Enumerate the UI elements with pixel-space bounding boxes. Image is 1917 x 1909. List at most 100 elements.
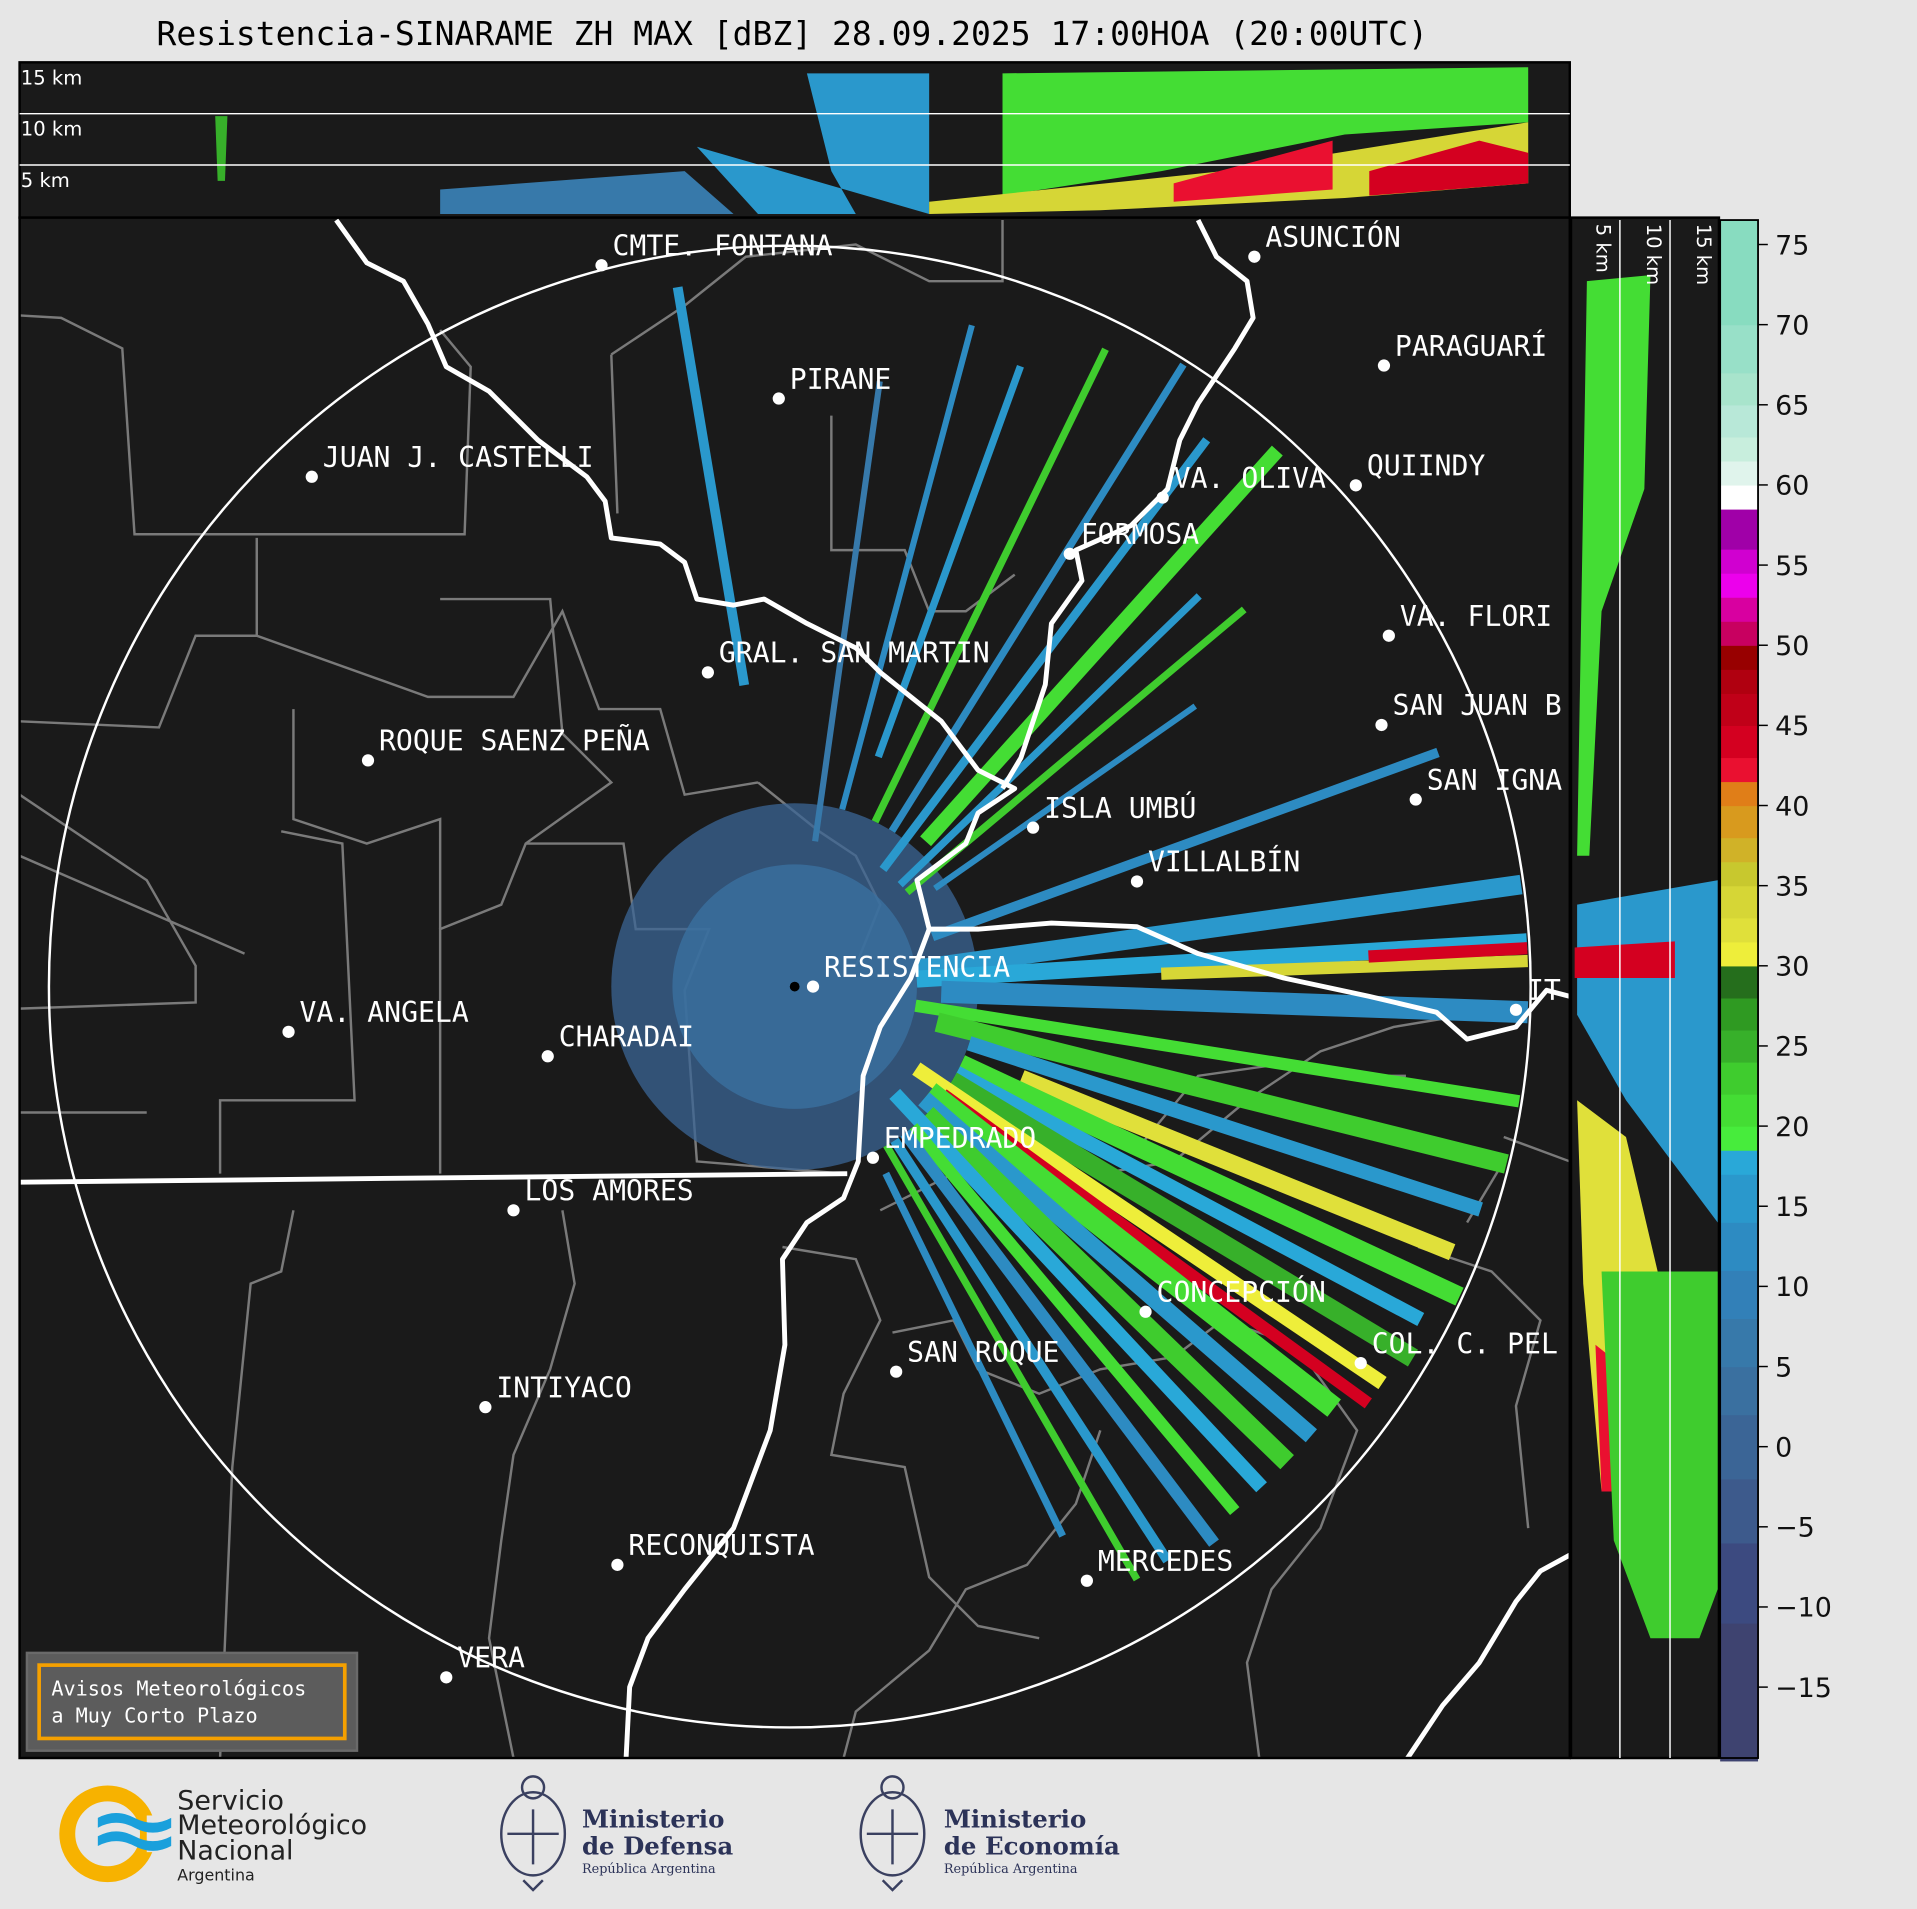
- city-label: RESISTENCIA: [824, 951, 1010, 984]
- top-echo-region: [1173, 140, 1333, 202]
- city-label: ROQUE SAENZ PEÑA: [379, 724, 650, 758]
- city-marker: ROQUE SAENZ PEÑA: [361, 724, 650, 767]
- defensa-line-1: Ministerio: [582, 1805, 724, 1834]
- top-echo-region: [440, 171, 734, 214]
- echo-ray: [1368, 942, 1528, 963]
- city-label: IT: [1527, 974, 1561, 1007]
- city-dot: [890, 1365, 903, 1378]
- side-echo-region: [1574, 941, 1675, 979]
- radar-site-marker: [789, 981, 800, 992]
- colorbar-tick-label: −15: [1775, 1673, 1832, 1704]
- colorbar-band: [1720, 1478, 1759, 1544]
- city-label: QUIINDY: [1367, 450, 1486, 483]
- border-line: [438, 597, 614, 1174]
- city-marker: SAN JUAN B: [1375, 689, 1562, 732]
- river-line: [1000, 218, 1256, 790]
- border-line: [19, 830, 356, 1174]
- colorbar-band: [1720, 805, 1759, 839]
- colorbar-band: [1720, 324, 1759, 374]
- smn-line-3: Nacional: [177, 1835, 293, 1866]
- smn-line-4: Argentina: [177, 1865, 254, 1884]
- colorbar-band: [1720, 621, 1759, 646]
- city-dot: [1409, 793, 1422, 806]
- radar-map[interactable]: CMTE. FONTANA ASUNCIÓN PARAGUARÍ PIRANE JUAN…: [19, 217, 1570, 1761]
- colorbar-band: [1720, 1542, 1759, 1624]
- echo-ray: [890, 1137, 1172, 1564]
- city-label: ISLA UMBÚ: [1044, 791, 1196, 825]
- city-marker: CHARADAI: [541, 1020, 694, 1063]
- echo-ray: [900, 1129, 1219, 1547]
- city-marker: RECONQUISTA: [611, 1529, 815, 1571]
- top-echo-region: [696, 73, 930, 214]
- colorbar-tick-label: −5: [1775, 1513, 1815, 1544]
- river-line: [623, 928, 932, 1759]
- colorbar-band: [1720, 372, 1759, 406]
- colorbar-band: [1720, 693, 1759, 726]
- warning-box[interactable]: Avisos Meteorológicos a Muy Corto Plazo: [25, 1651, 359, 1752]
- city-label: EMPEDRADO: [884, 1122, 1036, 1155]
- echo-ray: [922, 1083, 1341, 1417]
- logo-economia: Ministerio de Economía República Argenti…: [859, 1775, 1120, 1892]
- colorbar-band: [1720, 861, 1759, 887]
- city-marker: PIRANE: [772, 363, 891, 405]
- colorbar-band: [1720, 404, 1759, 438]
- echo-ray: [919, 1106, 1294, 1470]
- city-label: MERCEDES: [1098, 1545, 1233, 1578]
- top-label-10km: 10 km: [21, 118, 82, 141]
- echo-ray: [912, 1062, 1387, 1390]
- radar-range-ring: [47, 244, 1532, 1729]
- city-labels: CMTE. FONTANA ASUNCIÓN PARAGUARÍ PIRANE JUAN…: [282, 220, 1562, 1684]
- colorbar-band: [1720, 837, 1759, 863]
- city-marker: INTIYACO: [479, 1371, 632, 1414]
- city-label: CMTE. FONTANA: [613, 230, 833, 263]
- colorbar-band: [1720, 885, 1759, 919]
- city-dot: [1156, 491, 1169, 504]
- echo-ray: [889, 1088, 1267, 1493]
- city-dot: [479, 1401, 492, 1414]
- echo-ray: [672, 286, 750, 686]
- colorbar-band: [1720, 1414, 1759, 1480]
- colorbar-band: [1720, 508, 1759, 550]
- echo-ray: [907, 1123, 1240, 1515]
- city-dot: [282, 1025, 295, 1038]
- city-dot: [1375, 718, 1388, 732]
- colorbar-band: [1720, 645, 1759, 670]
- border-line: [842, 1429, 1102, 1759]
- city-label: VERA: [457, 1642, 525, 1675]
- economia-line-2: de Economía: [944, 1832, 1120, 1861]
- border-line: [610, 354, 1016, 613]
- economia-line-3: República Argentina: [944, 1862, 1078, 1877]
- colorbar-band: [1720, 484, 1759, 510]
- colorbar-tick-label: −10: [1775, 1593, 1832, 1624]
- top-echo-region: [1369, 140, 1529, 196]
- city-label: PARAGUARÍ: [1395, 329, 1547, 363]
- border-line: [19, 793, 197, 1010]
- top-label-15km: 15 km: [21, 66, 82, 89]
- city-marker: PARAGUARÍ: [1377, 329, 1547, 372]
- city-marker: SAN IGNA: [1409, 764, 1562, 806]
- city-marker: VILLALBÍN: [1130, 845, 1300, 888]
- echo-ray: [933, 703, 1198, 891]
- echo-ray: [956, 1055, 1464, 1306]
- city-label: CONCEPCIÓN: [1157, 1275, 1326, 1309]
- warning-line-2: a Muy Corto Plazo: [51, 1704, 257, 1728]
- colorbar-band: [1720, 220, 1759, 326]
- echo-ray: [883, 1143, 1141, 1582]
- city-label: VILLALBÍN: [1148, 845, 1300, 879]
- echo-ray: [930, 747, 1440, 942]
- colorbar-band: [1720, 1126, 1759, 1151]
- echo-ray: [882, 1171, 1066, 1538]
- city-label: SAN ROQUE: [907, 1336, 1059, 1369]
- river-line: [929, 920, 1570, 1042]
- city-dot: [1349, 479, 1362, 492]
- colorbar-band: [1720, 781, 1759, 807]
- warning-box-border: [37, 1663, 347, 1741]
- city-marker: CMTE. FONTANA: [595, 230, 833, 272]
- city-marker: GRAL. SAN MARTIN: [701, 637, 990, 679]
- city-label: VA. OLIVA: [1174, 462, 1326, 495]
- top-cross-section-panel: 15 km 10 km 5 km: [18, 61, 1571, 219]
- colorbar-tick-label: 65: [1775, 391, 1809, 422]
- city-dot: [1026, 821, 1040, 834]
- city-label: ASUNCIÓN: [1265, 220, 1400, 254]
- border-line: [19, 608, 759, 797]
